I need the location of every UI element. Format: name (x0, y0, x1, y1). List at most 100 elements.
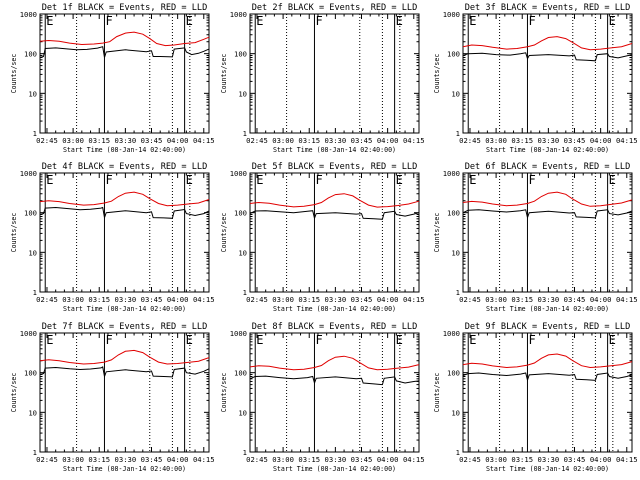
flag-label: E (396, 14, 403, 28)
x-tick-label: 03:00 (62, 295, 84, 304)
panel-title: Det 9f BLACK = Events, RED = LLD (465, 322, 631, 332)
y-tick-label: 1000 (20, 10, 37, 19)
flag-label: E (609, 333, 616, 347)
x-tick-label: 03:45 (564, 136, 586, 145)
panel-det-9: Det 9f BLACK = Events, RED = LLD 1 10 100 10… (433, 322, 638, 473)
y-tick-label: 1 (243, 448, 247, 457)
x-tick-label: 04:00 (377, 295, 399, 304)
flag-label: E (256, 173, 263, 187)
x-tick-label: 04:00 (590, 295, 612, 304)
x-axis-label: Start Time (08-Jan-14 02:40:00) (486, 465, 609, 473)
panel-det-2: Det 2f BLACK = Events, RED = LLD 1 10 100 10… (220, 3, 425, 154)
x-axis-label: Start Time (08-Jan-14 02:40:00) (63, 465, 186, 473)
x-tick-label: 04:00 (590, 136, 612, 145)
x-tick-label: 04:15 (616, 136, 638, 145)
series-line-lld (39, 349, 210, 365)
flag-label: E (609, 14, 616, 28)
flag-label: E (609, 173, 616, 187)
panel-title: Det 4f BLACK = Events, RED = LLD (42, 162, 208, 172)
x-tick-label: 04:15 (616, 455, 638, 464)
series-line-events (462, 372, 633, 382)
x-tick-label: 03:00 (485, 455, 507, 464)
y-tick-label: 1 (33, 288, 37, 297)
flag-label: F (528, 333, 535, 347)
x-tick-label: 03:15 (88, 455, 110, 464)
y-tick-label: 100 (234, 209, 247, 218)
x-axis-label: Start Time (08-Jan-14 02:40:00) (486, 146, 609, 154)
y-tick-label: 1000 (443, 10, 460, 19)
x-tick-label: 02:45 (246, 136, 268, 145)
x-tick-label: 02:45 (246, 295, 268, 304)
x-tick-label: 02:45 (459, 136, 481, 145)
panel-det-8: Det 8f BLACK = Events, RED = LLD 1 10 100 10… (220, 322, 425, 473)
x-tick-label: 04:00 (377, 455, 399, 464)
y-tick-label: 10 (238, 248, 247, 257)
flag-label: E (46, 173, 53, 187)
y-axis-label: Counts/sec (433, 373, 441, 413)
y-tick-label: 10 (451, 89, 460, 98)
x-tick-label: 04:00 (167, 136, 189, 145)
x-tick-label: 02:45 (459, 455, 481, 464)
panel-det-6: Det 6f BLACK = Events, RED = LLD 1 10 100 10… (433, 162, 638, 313)
x-tick-label: 04:00 (167, 455, 189, 464)
x-tick-label: 02:45 (36, 295, 58, 304)
flag-label: E (186, 14, 193, 28)
x-tick-label: 03:45 (564, 455, 586, 464)
x-axis-label: Start Time (08-Jan-14 02:40:00) (273, 305, 396, 313)
panel-det-4: Det 4f BLACK = Events, RED = LLD 1 10 100 10… (10, 162, 215, 313)
series-line-lld (39, 191, 210, 207)
series-line-lld (249, 193, 420, 208)
y-tick-label: 1000 (230, 169, 247, 178)
x-tick-label: 03:30 (325, 295, 347, 304)
x-tick-label: 03:30 (538, 455, 560, 464)
x-tick-label: 03:30 (538, 295, 560, 304)
y-tick-label: 10 (28, 89, 37, 98)
panel-det-7: Det 7f BLACK = Events, RED = LLD 1 10 100 10… (10, 322, 215, 473)
flag-label: F (105, 173, 112, 187)
x-tick-label: 03:15 (88, 136, 110, 145)
x-tick-label: 03:00 (272, 295, 294, 304)
panel-det-1: Det 1f BLACK = Events, RED = LLD 1 10 100 10… (10, 3, 215, 154)
flag-label: E (469, 333, 476, 347)
x-tick-label: 03:15 (298, 295, 320, 304)
flag-label: F (528, 14, 535, 28)
y-tick-label: 1 (33, 129, 37, 138)
plot-frame (462, 13, 633, 134)
panel-title: Det 1f BLACK = Events, RED = LLD (42, 3, 208, 13)
series-line-events (39, 366, 210, 379)
y-axis-label: Counts/sec (10, 373, 18, 413)
y-tick-label: 10 (238, 89, 247, 98)
x-tick-label: 03:45 (564, 295, 586, 304)
x-tick-label: 03:30 (115, 136, 137, 145)
y-axis-label: Counts/sec (433, 213, 441, 253)
y-axis-label: Counts/sec (220, 373, 228, 413)
panel-det-3: Det 3f BLACK = Events, RED = LLD 1 10 100 10… (433, 3, 638, 154)
x-axis-label: Start Time (08-Jan-14 02:40:00) (273, 146, 396, 154)
x-tick-label: 03:45 (351, 455, 373, 464)
flag-label: E (396, 333, 403, 347)
flag-label: E (256, 333, 263, 347)
flag-label: F (528, 173, 535, 187)
flag-label: F (105, 333, 112, 347)
x-tick-label: 03:15 (298, 136, 320, 145)
flag-label: E (469, 173, 476, 187)
y-tick-label: 1 (33, 448, 37, 457)
plot-frame (39, 172, 210, 293)
y-tick-label: 100 (24, 369, 37, 378)
x-tick-label: 03:45 (141, 136, 163, 145)
y-tick-label: 10 (238, 408, 247, 417)
plot-frame (249, 332, 420, 453)
series-line-lld (39, 31, 210, 47)
plot-frame (249, 13, 420, 134)
x-tick-label: 03:00 (62, 455, 84, 464)
x-tick-label: 04:15 (193, 455, 215, 464)
panel-det-5: Det 5f BLACK = Events, RED = LLD 1 10 100 10… (220, 162, 425, 313)
flag-label: E (46, 14, 53, 28)
flag-label: F (105, 14, 112, 28)
panel-title: Det 5f BLACK = Events, RED = LLD (252, 162, 418, 172)
y-tick-label: 100 (234, 50, 247, 59)
x-tick-label: 03:15 (511, 295, 533, 304)
panel-title: Det 8f BLACK = Events, RED = LLD (252, 322, 418, 332)
y-tick-label: 1000 (230, 10, 247, 19)
